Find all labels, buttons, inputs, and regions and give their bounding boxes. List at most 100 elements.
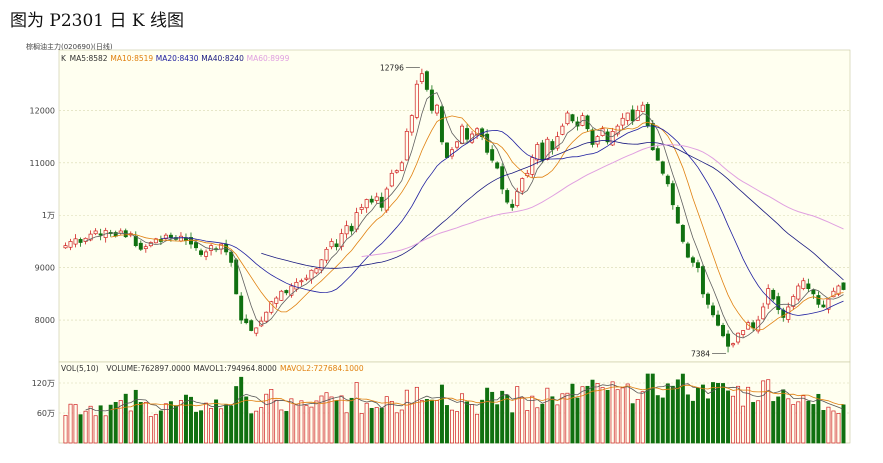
price-panel xyxy=(58,49,851,363)
volume-bar xyxy=(741,405,746,444)
candle-body xyxy=(163,234,168,239)
volume-bar xyxy=(284,411,289,444)
volume-legend-mavol2: MAVOL2:727684.1000 xyxy=(280,364,364,373)
volume-bar xyxy=(655,395,660,444)
candle-body xyxy=(93,230,98,235)
volume-tick-label: 120万 xyxy=(32,379,55,388)
volume-bar xyxy=(439,384,444,444)
candle-body xyxy=(726,333,731,347)
volume-bar xyxy=(309,406,314,444)
volume-bar xyxy=(650,373,655,444)
volume-bar xyxy=(264,393,269,444)
candle-body xyxy=(304,277,309,280)
volume-bar xyxy=(419,400,424,444)
volume-bar xyxy=(756,400,761,444)
volume-bar xyxy=(535,407,540,444)
candle-body xyxy=(414,83,419,118)
candle-body xyxy=(324,248,329,261)
candle-body xyxy=(771,289,776,300)
volume-bar xyxy=(274,399,279,444)
volume-bar xyxy=(324,392,329,444)
candle-body xyxy=(660,161,665,174)
volume-bar xyxy=(249,413,254,444)
volume-bar xyxy=(610,381,615,444)
volume-bar xyxy=(826,406,831,444)
volume-tick-label: 60万 xyxy=(37,409,55,418)
volume-bar xyxy=(530,395,535,444)
volume-bar xyxy=(429,399,434,444)
volume-bar xyxy=(575,397,580,444)
volume-bar xyxy=(304,405,309,444)
volume-bar xyxy=(695,387,700,444)
volume-bar xyxy=(414,386,419,444)
volume-bar xyxy=(399,409,404,444)
volume-bar xyxy=(615,389,620,444)
price-tick-label: 9000 xyxy=(35,264,55,273)
volume-bar xyxy=(675,379,680,444)
candle-body xyxy=(239,295,244,321)
candle-body xyxy=(841,282,846,290)
candle-body xyxy=(194,242,198,249)
volume-bar xyxy=(510,412,515,444)
volume-bar xyxy=(384,396,389,444)
volume-bar xyxy=(189,396,193,444)
candle-body xyxy=(63,245,68,249)
candle-body xyxy=(711,305,715,316)
candle-body xyxy=(98,233,103,236)
volume-bar xyxy=(374,407,379,444)
candle-body xyxy=(344,225,349,235)
kline-chart-svg: 12000 11000 1万 9000 8000 120万 60万 K MA5:8582 MA10… xyxy=(30,49,851,444)
volume-bar xyxy=(224,404,229,444)
price-tick-label: 8000 xyxy=(35,316,55,325)
candle-body xyxy=(555,136,560,149)
volume-bar xyxy=(143,402,148,444)
candle-body xyxy=(199,250,204,255)
volume-bar xyxy=(163,403,168,444)
volume-bar xyxy=(68,403,73,444)
volume-bar xyxy=(244,396,249,444)
candle-body xyxy=(294,281,299,290)
candle-body xyxy=(254,327,259,334)
candle-body xyxy=(741,330,746,335)
volume-bar xyxy=(570,383,575,444)
volume-bar xyxy=(294,404,299,444)
candle-body xyxy=(731,343,736,346)
volume-bar xyxy=(379,407,384,444)
volume-bar xyxy=(314,400,319,444)
candle-body xyxy=(610,131,615,146)
candle-body xyxy=(635,110,640,121)
candle-body xyxy=(831,290,836,298)
volume-bar xyxy=(339,395,344,444)
volume-bar xyxy=(500,390,505,444)
volume-bar xyxy=(465,401,470,444)
candle-body xyxy=(736,332,741,343)
candle-body xyxy=(455,141,459,148)
candle-body xyxy=(640,104,645,112)
volume-bar xyxy=(219,408,224,444)
volume-bar xyxy=(148,416,153,444)
candle-body xyxy=(229,251,234,263)
candle-body xyxy=(68,241,73,248)
volume-bar xyxy=(178,400,183,444)
candle-body xyxy=(364,199,369,209)
candle-body xyxy=(319,259,324,271)
mavol1-line xyxy=(85,383,844,412)
volume-bar xyxy=(199,410,204,444)
candle-body xyxy=(826,298,831,310)
volume-bar xyxy=(269,388,274,444)
volume-bar xyxy=(525,410,530,444)
volume-bar xyxy=(334,400,339,444)
volume-bar xyxy=(470,404,475,444)
candle-body xyxy=(751,322,756,329)
candle-body xyxy=(234,259,239,295)
volume-bar xyxy=(289,398,294,444)
candle-body xyxy=(791,296,796,307)
candle-body xyxy=(444,142,449,158)
candle-body xyxy=(570,114,575,122)
volume-bar xyxy=(434,400,439,444)
volume-bar xyxy=(455,411,459,444)
candle-body xyxy=(259,320,264,327)
volume-bar xyxy=(716,382,720,444)
volume-bar xyxy=(731,395,736,444)
volume-bar xyxy=(88,405,93,444)
